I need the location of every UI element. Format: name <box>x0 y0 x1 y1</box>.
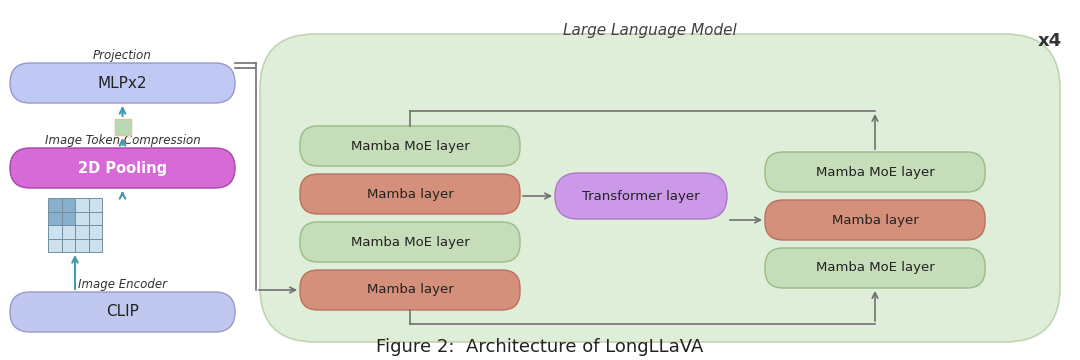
Bar <box>75 239 89 252</box>
FancyBboxPatch shape <box>300 174 519 214</box>
FancyBboxPatch shape <box>765 152 985 192</box>
Text: Mamba MoE layer: Mamba MoE layer <box>351 140 470 153</box>
Bar <box>114 119 131 135</box>
Bar <box>62 211 75 225</box>
Bar <box>48 239 62 252</box>
Bar <box>89 225 102 239</box>
Bar <box>48 225 62 239</box>
FancyBboxPatch shape <box>300 222 519 262</box>
Bar <box>75 198 89 211</box>
FancyBboxPatch shape <box>300 126 519 166</box>
FancyBboxPatch shape <box>10 63 235 103</box>
Bar <box>48 211 62 225</box>
FancyBboxPatch shape <box>10 148 235 188</box>
Text: Mamba MoE layer: Mamba MoE layer <box>351 235 470 248</box>
Bar <box>75 211 89 225</box>
Text: CLIP: CLIP <box>106 305 139 320</box>
Bar <box>89 198 102 211</box>
FancyBboxPatch shape <box>765 200 985 240</box>
Text: Mamba MoE layer: Mamba MoE layer <box>815 166 934 179</box>
Text: x4: x4 <box>1038 32 1062 50</box>
FancyBboxPatch shape <box>765 248 985 288</box>
Bar <box>89 239 102 252</box>
Bar <box>62 239 75 252</box>
Text: Mamba layer: Mamba layer <box>832 213 918 226</box>
Text: Mamba layer: Mamba layer <box>366 284 454 297</box>
Text: Image Encoder: Image Encoder <box>78 278 167 291</box>
Bar <box>48 198 62 211</box>
Bar <box>62 198 75 211</box>
Bar <box>75 225 89 239</box>
Text: Transformer layer: Transformer layer <box>582 189 700 202</box>
Bar <box>89 211 102 225</box>
FancyBboxPatch shape <box>260 34 1059 342</box>
Bar <box>62 225 75 239</box>
FancyBboxPatch shape <box>300 270 519 310</box>
Text: Mamba layer: Mamba layer <box>366 188 454 201</box>
Text: Mamba MoE layer: Mamba MoE layer <box>815 261 934 275</box>
Text: Figure 2:  Architecture of LongLLaVA: Figure 2: Architecture of LongLLaVA <box>376 338 704 356</box>
Text: Image Token Compression: Image Token Compression <box>44 134 201 147</box>
Text: Projection: Projection <box>93 49 152 62</box>
FancyBboxPatch shape <box>10 292 235 332</box>
FancyBboxPatch shape <box>555 173 727 219</box>
Text: MLPx2: MLPx2 <box>98 76 147 90</box>
Text: 2D Pooling: 2D Pooling <box>78 161 167 176</box>
Text: Large Language Model: Large Language Model <box>563 23 737 38</box>
